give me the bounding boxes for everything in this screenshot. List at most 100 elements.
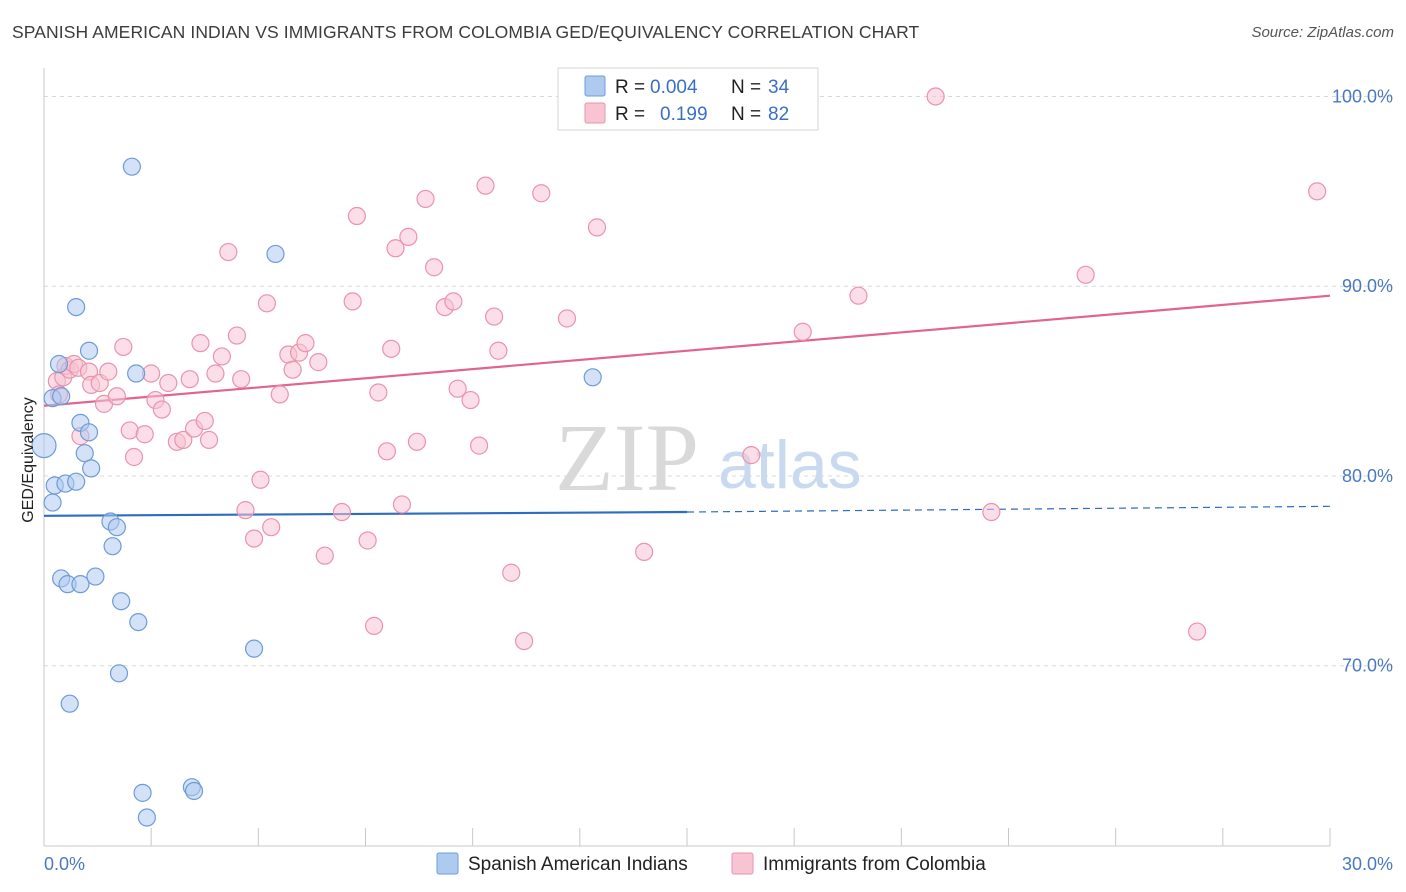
- watermark-zip: ZIP: [555, 404, 699, 511]
- trend-line-extension-spanish-american-indians: [686, 505, 1331, 513]
- y-tick-label: 70.0%: [1342, 656, 1393, 676]
- point-immigrants-from-colombia: [469, 436, 489, 455]
- legend-r-label-pink: R =: [615, 104, 645, 125]
- point-immigrants-from-colombia: [152, 400, 171, 419]
- point-spanish-american-indians: [137, 808, 156, 827]
- point-immigrants-from-colombia: [392, 495, 412, 514]
- point-immigrants-from-colombia: [444, 292, 463, 311]
- point-immigrants-from-colombia: [515, 631, 534, 651]
- trend-line-spanish-american-indians: [43, 510, 688, 517]
- point-immigrants-from-colombia: [227, 326, 246, 345]
- point-immigrants-from-colombia: [926, 87, 945, 106]
- point-immigrants-from-colombia: [1308, 182, 1327, 201]
- point-immigrants-from-colombia: [174, 430, 193, 450]
- point-immigrants-from-colombia: [135, 425, 154, 444]
- point-immigrants-from-colombia: [219, 242, 238, 262]
- point-immigrants-from-colombia: [206, 364, 225, 383]
- point-immigrants-from-colombia: [416, 189, 435, 209]
- point-immigrants-from-colombia: [485, 307, 504, 326]
- legend-n-label-blue: N =: [731, 77, 761, 98]
- point-spanish-american-indians: [79, 341, 99, 360]
- point-immigrants-from-colombia: [99, 362, 118, 381]
- point-immigrants-from-colombia: [332, 502, 352, 522]
- point-immigrants-from-colombia: [358, 531, 377, 550]
- point-immigrants-from-colombia: [107, 387, 126, 406]
- legend-n-value-blue: 34: [768, 77, 790, 98]
- stats-legend: R = 0.004 N = 34 R = 0.199 N = 82: [557, 67, 819, 131]
- point-immigrants-from-colombia: [199, 430, 219, 450]
- point-spanish-american-indians: [67, 297, 86, 317]
- legend-n-label-pink: N =: [731, 104, 761, 125]
- point-immigrants-from-colombia: [461, 390, 480, 410]
- trend-lines: [43, 294, 1331, 517]
- y-tick-label: 90.0%: [1342, 276, 1393, 296]
- point-immigrants-from-colombia: [489, 341, 508, 360]
- point-spanish-american-indians: [71, 575, 90, 594]
- point-spanish-american-indians: [103, 537, 122, 556]
- point-immigrants-from-colombia: [251, 470, 270, 489]
- point-immigrants-from-colombia: [635, 542, 654, 561]
- series-immigrants-from-colombia: [47, 87, 1327, 651]
- point-immigrants-from-colombia: [369, 383, 388, 402]
- point-immigrants-from-colombia: [407, 432, 427, 451]
- point-immigrants-from-colombia: [232, 370, 251, 389]
- point-immigrants-from-colombia: [244, 529, 264, 548]
- point-spanish-american-indians: [122, 157, 141, 176]
- point-immigrants-from-colombia: [212, 347, 231, 366]
- legend-r-label-blue: R =: [615, 77, 645, 98]
- point-spanish-american-indians: [266, 244, 285, 264]
- y-axis-title: GED/Equivalency: [20, 397, 37, 522]
- point-spanish-american-indians: [107, 518, 126, 537]
- point-immigrants-from-colombia: [424, 258, 444, 277]
- point-spanish-american-indians: [60, 694, 79, 713]
- point-spanish-american-indians: [75, 444, 94, 463]
- point-immigrants-from-colombia: [283, 360, 302, 379]
- series-legend: Spanish American Indians Immigrants from…: [436, 852, 986, 875]
- trend-line-immigrants-from-colombia: [43, 294, 1331, 407]
- point-immigrants-from-colombia: [262, 518, 281, 537]
- point-immigrants-from-colombia: [120, 421, 139, 440]
- point-immigrants-from-colombia: [793, 322, 812, 341]
- x-tick-label-max: 30.0%: [1342, 854, 1393, 874]
- point-immigrants-from-colombia: [399, 227, 418, 246]
- x-tick-label-min: 0.0%: [44, 854, 85, 874]
- point-immigrants-from-colombia: [476, 176, 495, 195]
- chart-title: SPANISH AMERICAN INDIAN VS IMMIGRANTS FR…: [12, 22, 920, 42]
- point-immigrants-from-colombia: [180, 370, 199, 389]
- point-spanish-american-indians: [133, 783, 152, 802]
- bottom-legend-swatch-blue: [436, 852, 459, 875]
- point-immigrants-from-colombia: [386, 239, 405, 258]
- point-immigrants-from-colombia: [270, 385, 289, 404]
- legend-n-value-pink: 82: [768, 104, 789, 125]
- point-immigrants-from-colombia: [982, 502, 1001, 522]
- bottom-legend-label-blue: Spanish American Indians: [468, 854, 688, 875]
- point-immigrants-from-colombia: [124, 447, 144, 467]
- bottom-legend-swatch-pink: [731, 852, 754, 875]
- point-immigrants-from-colombia: [343, 292, 362, 311]
- point-immigrants-from-colombia: [195, 411, 214, 431]
- point-immigrants-from-colombia: [347, 206, 367, 226]
- legend-r-value-blue: 0.004: [650, 77, 698, 98]
- point-spanish-american-indians: [109, 664, 129, 683]
- y-tick-label: 100.0%: [1332, 86, 1393, 106]
- point-spanish-american-indians: [49, 354, 69, 374]
- point-spanish-american-indians: [129, 612, 148, 632]
- point-immigrants-from-colombia: [364, 616, 384, 635]
- point-spanish-american-indians: [67, 472, 86, 491]
- point-spanish-american-indians: [43, 493, 62, 512]
- watermark: ZIP atlas: [555, 404, 862, 511]
- point-immigrants-from-colombia: [849, 286, 868, 305]
- point-immigrants-from-colombia: [257, 294, 277, 313]
- point-immigrants-from-colombia: [1188, 622, 1207, 641]
- point-immigrants-from-colombia: [309, 353, 328, 372]
- point-immigrants-from-colombia: [315, 546, 334, 565]
- point-spanish-american-indians: [112, 592, 131, 611]
- source-label: Source: ZipAtlas.com: [1251, 24, 1394, 41]
- point-immigrants-from-colombia: [191, 334, 210, 353]
- point-immigrants-from-colombia: [532, 184, 551, 203]
- legend-swatch-blue: [584, 75, 606, 97]
- point-immigrants-from-colombia: [296, 334, 315, 353]
- point-spanish-american-indians: [583, 368, 602, 387]
- point-immigrants-from-colombia: [742, 446, 761, 465]
